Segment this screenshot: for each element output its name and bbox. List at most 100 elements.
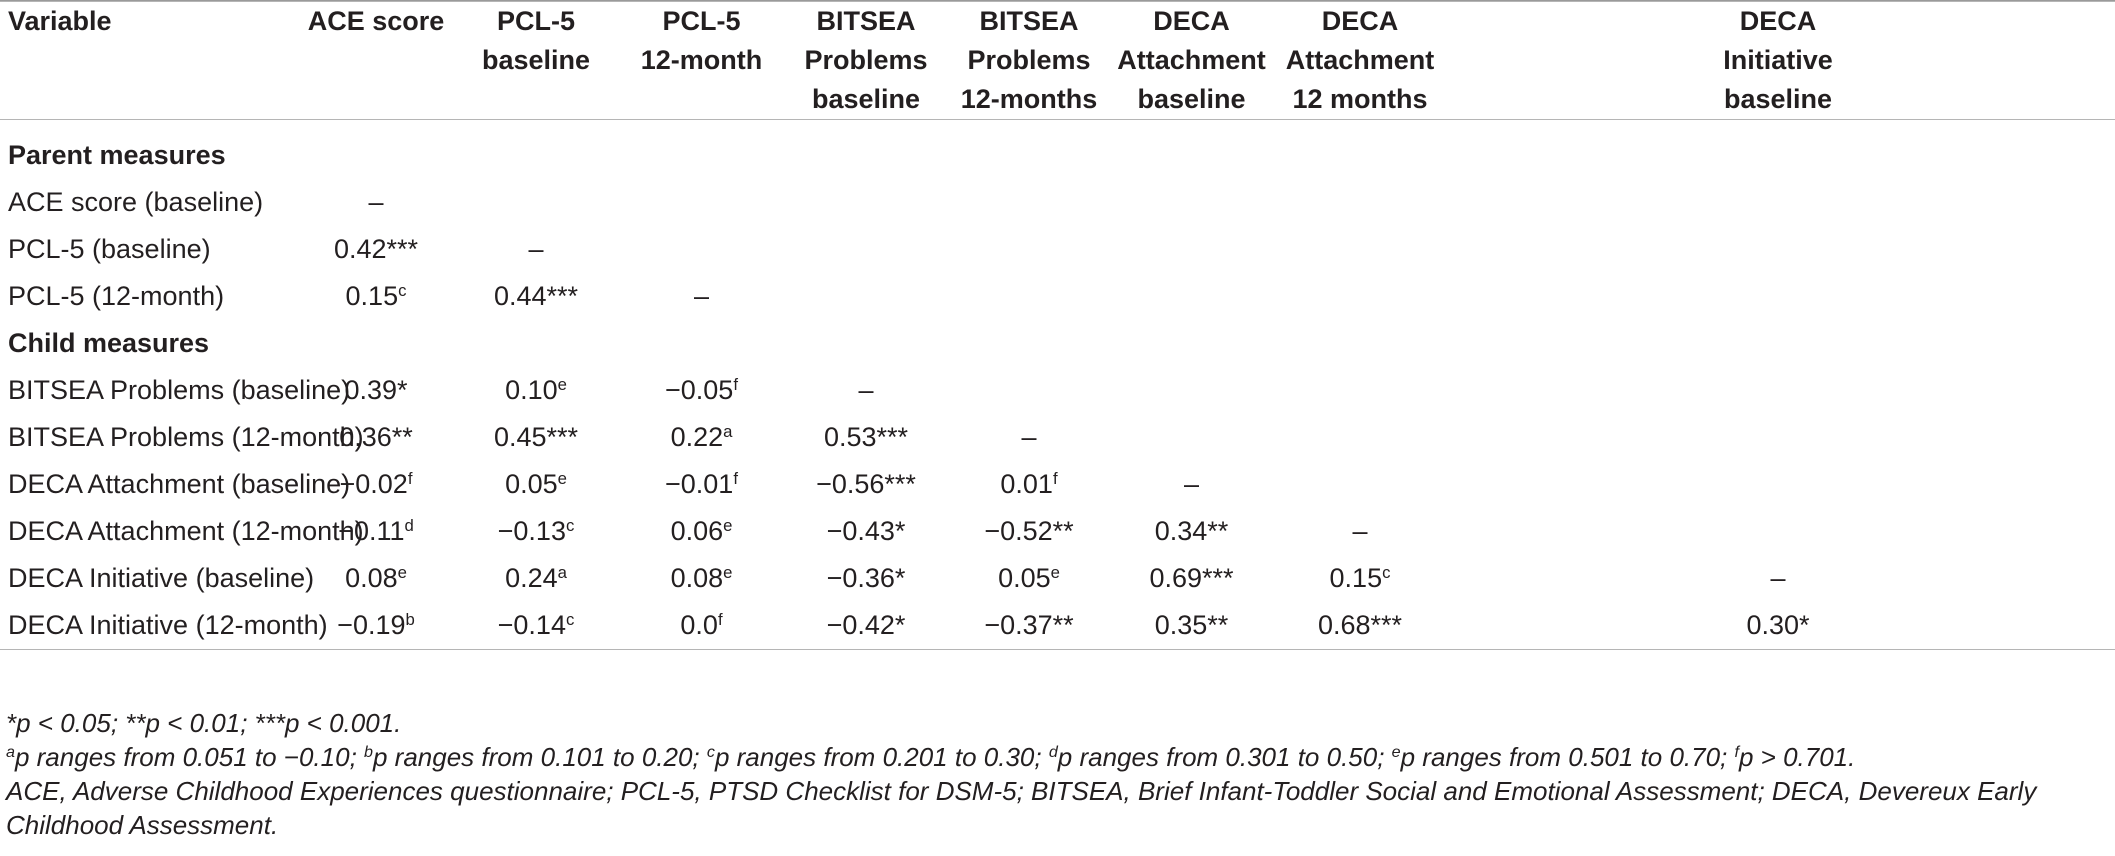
correlation-cell xyxy=(1441,273,2115,320)
correlation-cell: −0.56*** xyxy=(778,461,954,508)
correlation-value: −0.01 xyxy=(665,469,734,499)
correlation-value: 0.08 xyxy=(345,563,398,593)
correlation-value: −0.13 xyxy=(497,516,566,546)
correlation-value: – xyxy=(1021,422,1037,452)
column-header-line: Initiative xyxy=(1723,45,1833,75)
correlation-cell xyxy=(1279,273,1441,320)
correlation-value: −0.56*** xyxy=(816,469,916,499)
footnote-marker: e xyxy=(723,515,733,535)
footnote-marker: a xyxy=(723,421,733,441)
footnote-marker: b xyxy=(405,609,415,629)
correlation-value: 0.10 xyxy=(505,375,558,405)
table-row: PCL-5 (baseline) 0.42*** – xyxy=(0,226,2115,273)
correlation-cell: – xyxy=(1104,461,1279,508)
correlation-value: 0.53*** xyxy=(823,422,909,452)
correlation-value: 0.0 xyxy=(680,610,718,640)
section-header-row: Child measures xyxy=(0,320,2115,367)
column-header-line: Attachment xyxy=(1285,45,1435,75)
correlation-cell: 0.34** xyxy=(1104,508,1279,555)
correlation-cell xyxy=(1279,179,1441,226)
footnote-marker: a xyxy=(6,743,15,762)
row-label: BITSEA Problems (12-month) xyxy=(8,422,364,452)
correlation-value: −0.19 xyxy=(337,610,406,640)
correlation-value: – xyxy=(693,281,710,311)
footnote-marker: b xyxy=(364,743,373,762)
correlation-value: 0.22 xyxy=(670,422,724,452)
column-header-line: PCL-5 xyxy=(662,6,741,36)
correlation-cell xyxy=(1441,367,2115,414)
correlation-cell xyxy=(1104,273,1279,320)
correlation-cell xyxy=(1104,179,1279,226)
row-label: PCL-5 (baseline) xyxy=(8,234,211,264)
correlation-cell: 0.06e xyxy=(625,508,778,555)
footnote-marker: a xyxy=(557,562,567,582)
column-header-line: Problems xyxy=(967,45,1091,75)
significance-note: *p < 0.05; **p < 0.01; ***p < 0.001. xyxy=(6,708,402,738)
correlation-cell: −0.05f xyxy=(625,367,778,414)
column-header-line: ACE score xyxy=(307,6,445,36)
column-header-line: BITSEA xyxy=(979,6,1079,36)
correlation-value: – xyxy=(1183,469,1200,499)
correlation-value: 0.05 xyxy=(998,563,1051,593)
p-range-text: p ranges from 0.201 to 0.30; xyxy=(714,742,1049,772)
correlation-cell: −0.14c xyxy=(447,602,625,650)
row-label: ACE score (baseline) xyxy=(8,187,264,217)
correlation-cell: −0.36* xyxy=(778,555,954,602)
row-label: PCL-5 (12-month) xyxy=(8,281,225,311)
column-header-line: DECA xyxy=(1739,6,1817,36)
correlation-cell: 0.24a xyxy=(447,555,625,602)
table-row: DECA Attachment (baseline) −0.02f 0.05e −0.… xyxy=(0,461,2115,508)
footnote-marker: c xyxy=(398,280,407,300)
correlation-cell: 0.05e xyxy=(447,461,625,508)
table-body: Parent measures ACE score (baseline) – PCL-… xyxy=(0,120,2115,650)
footnote-marker: e xyxy=(557,374,567,394)
correlation-cell xyxy=(1441,179,2115,226)
correlation-cell: 0.08e xyxy=(305,555,447,602)
column-header-line: DECA xyxy=(1321,6,1399,36)
correlation-value: −0.43* xyxy=(826,516,906,546)
correlation-value: 0.34** xyxy=(1154,516,1229,546)
correlation-cell: 0.15c xyxy=(1279,555,1441,602)
footnote-marker: f xyxy=(733,374,738,394)
footnote-marker: e xyxy=(557,468,567,488)
correlation-cell: −0.19b xyxy=(305,602,447,650)
footnote-marker: f xyxy=(1052,468,1058,488)
correlation-cell: 0.68*** xyxy=(1279,602,1441,650)
footnote-marker: d xyxy=(1048,743,1058,762)
correlation-cell xyxy=(778,179,954,226)
correlation-value: – xyxy=(368,187,384,217)
correlation-cell: 0.22a xyxy=(625,414,778,461)
correlation-table: Variable ACE score PCL-5 baseline PCL-5 12-mo… xyxy=(0,0,2115,650)
correlation-cell: 0.08e xyxy=(625,555,778,602)
correlation-value: 0.08 xyxy=(670,563,724,593)
correlation-cell xyxy=(778,226,954,273)
row-label: DECA Initiative (12-month) xyxy=(0,602,328,650)
table-row: DECA Initiative (baseline) 0.08e 0.24a 0.08… xyxy=(0,555,2115,602)
column-header-line: DECA xyxy=(1153,6,1230,36)
footnote-marker: f xyxy=(407,468,413,488)
correlation-cell xyxy=(778,273,954,320)
correlation-cell: 0.0f xyxy=(625,602,778,650)
table-row: ACE score (baseline) – xyxy=(0,179,2115,226)
correlation-cell: −0.52** xyxy=(954,508,1104,555)
correlation-cell: −0.42* xyxy=(778,602,954,650)
column-header-line: Problems xyxy=(804,45,928,75)
column-header-line: BITSEA xyxy=(816,6,916,36)
correlation-value: 0.15 xyxy=(1329,563,1383,593)
footnote-marker: f xyxy=(733,468,738,488)
correlation-value: 0.45*** xyxy=(493,422,579,452)
correlation-value: – xyxy=(528,234,544,264)
correlation-cell: −0.11d xyxy=(305,508,447,555)
footnote-marker: c xyxy=(1382,562,1391,582)
correlation-cell xyxy=(1279,226,1441,273)
correlation-cell: −0.37** xyxy=(954,602,1104,650)
correlation-cell: – xyxy=(778,367,954,414)
correlation-cell: – xyxy=(1279,508,1441,555)
correlation-value: −0.52** xyxy=(984,516,1074,546)
p-range-text: p ranges from 0.501 to 0.70; xyxy=(1400,742,1735,772)
correlation-cell: 0.30* xyxy=(1441,602,2115,650)
correlation-value: 0.15 xyxy=(345,281,399,311)
correlation-cell xyxy=(1441,461,2115,508)
column-header-line: baseline xyxy=(811,84,921,114)
correlation-value: 0.30* xyxy=(1746,610,1810,640)
